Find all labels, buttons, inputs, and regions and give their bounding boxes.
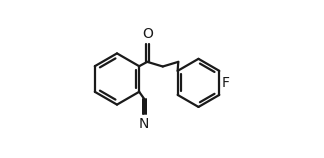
Text: N: N bbox=[139, 117, 149, 131]
Text: F: F bbox=[222, 76, 230, 90]
Text: O: O bbox=[142, 27, 153, 41]
